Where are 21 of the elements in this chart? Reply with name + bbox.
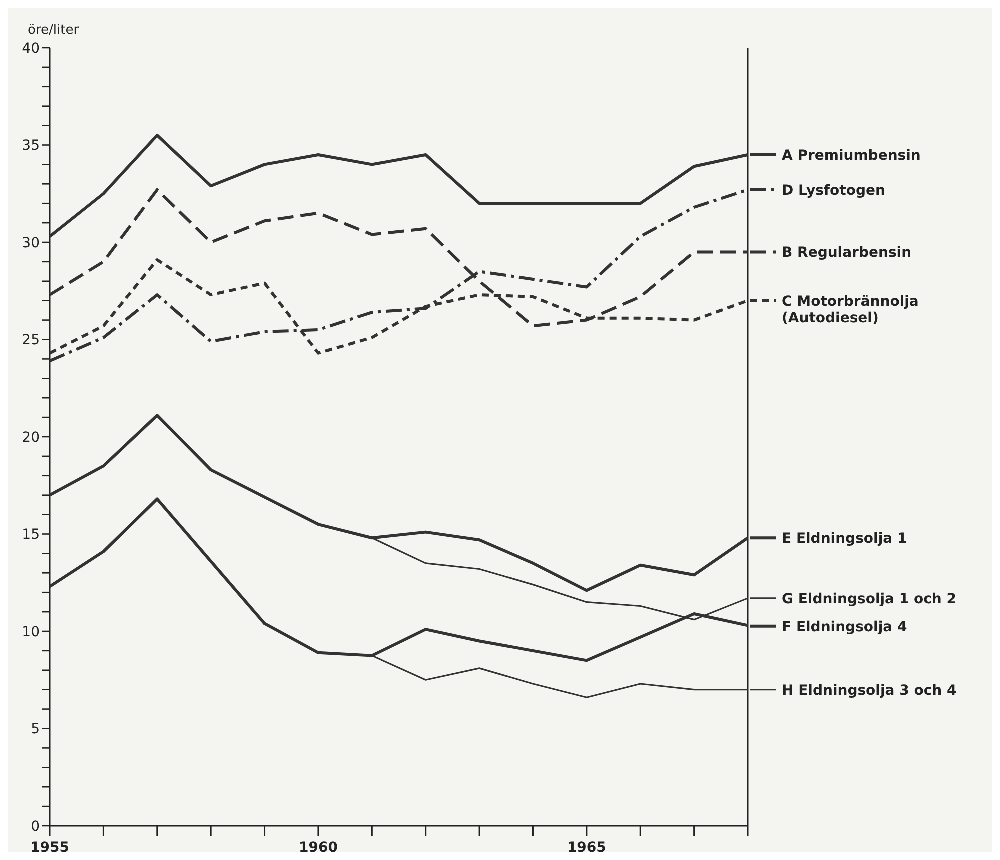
legend-label: H Eldningsolja 3 och 4: [782, 682, 957, 699]
legend-label: A Premiumbensin: [782, 148, 921, 164]
x-tick-label: 1965: [567, 840, 606, 856]
y-tick-label: 20: [22, 430, 40, 446]
legend-label: C Motorbrännolja (Autodiesel): [782, 294, 919, 327]
y-tick-label: 25: [22, 332, 40, 349]
legend-label: G Eldningsolja 1 och 2: [782, 591, 956, 608]
legend-label: B Regularbensin: [782, 245, 912, 262]
legend-label: E Eldningsolja 1: [782, 531, 908, 548]
y-axis-title: öre/liter: [28, 23, 80, 38]
legend-label: D Lysfotogen: [782, 182, 886, 199]
y-tick-label: 10: [22, 624, 40, 640]
y-tick-label: 40: [22, 40, 40, 57]
y-tick-label: 30: [22, 235, 40, 252]
legend-label: F Eldningsolja 4: [782, 619, 908, 636]
y-tick-label: 0: [31, 818, 40, 835]
y-tick-label: 5: [31, 722, 40, 738]
x-tick-label: 1955: [30, 840, 70, 856]
y-tick-label: 15: [22, 527, 40, 544]
x-tick-label: 1960: [298, 840, 338, 856]
y-tick-label: 35: [22, 138, 40, 154]
